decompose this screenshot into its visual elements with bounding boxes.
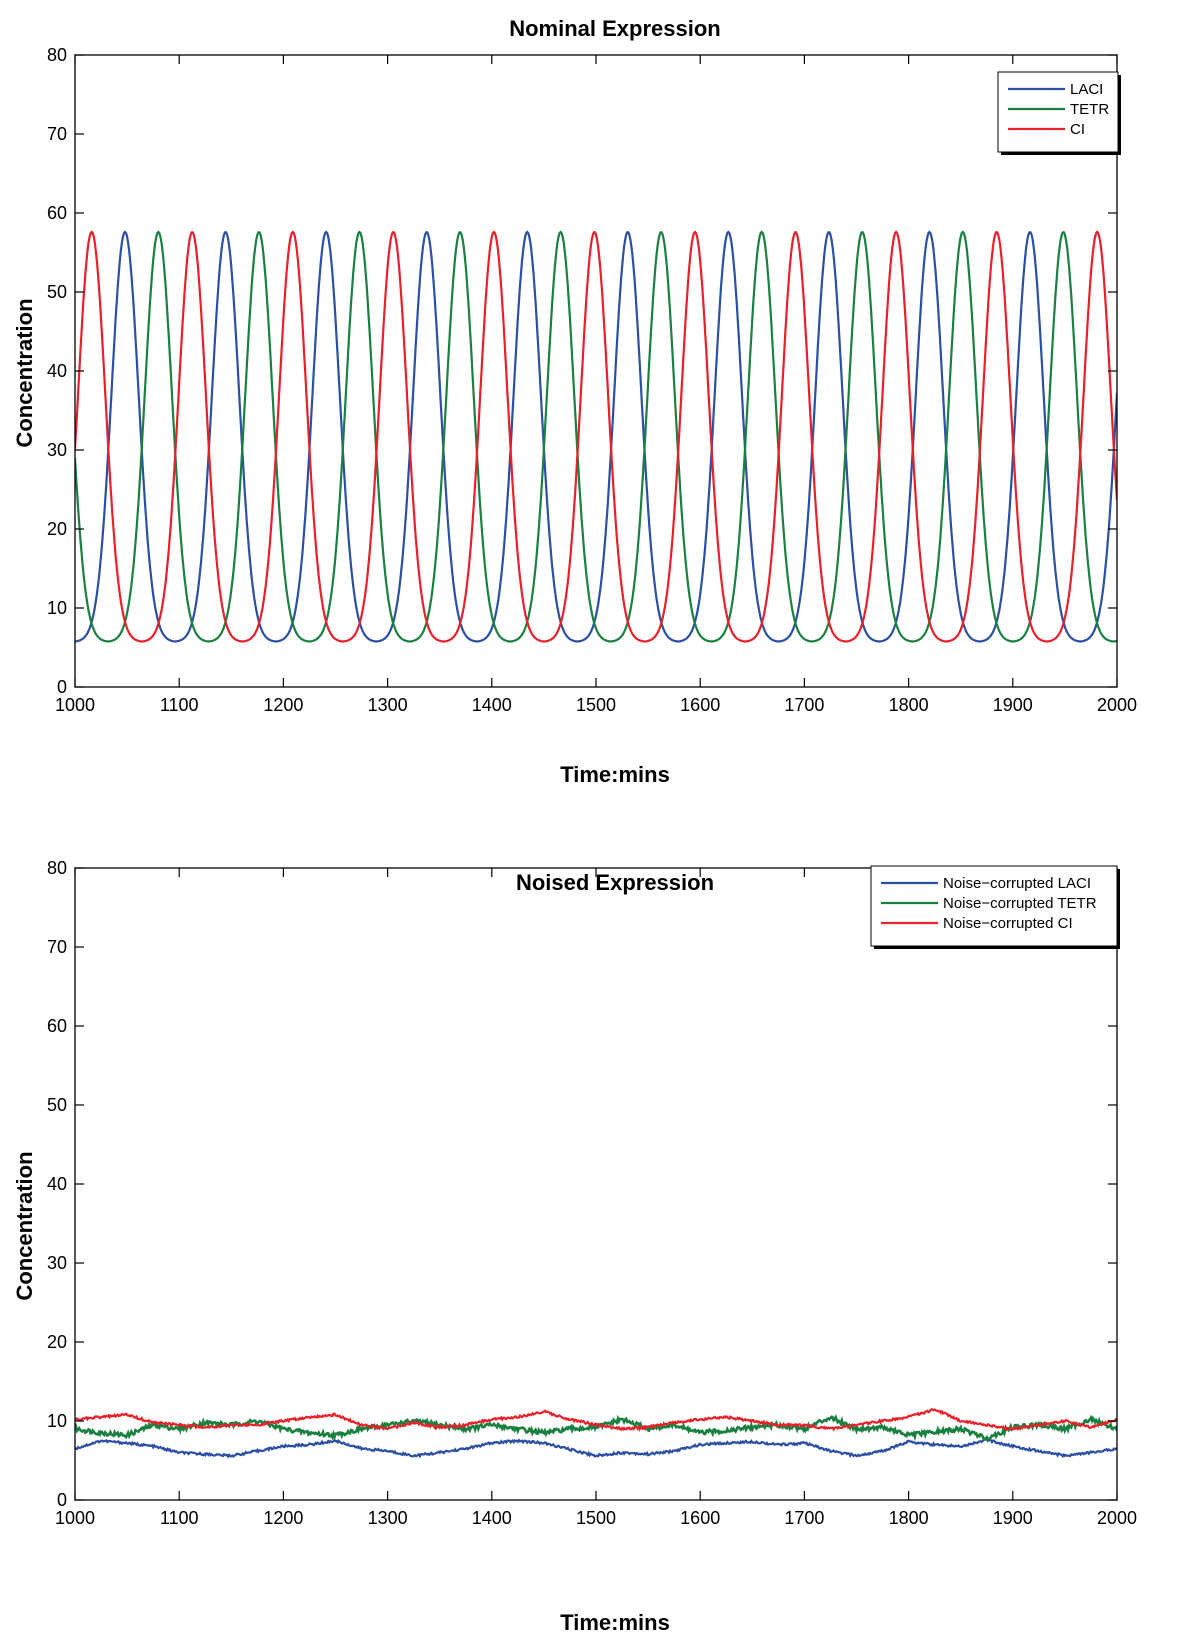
legend: Noise−corrupted LACI Noise−corrupted TETR… — [870, 865, 1120, 949]
series-line-0 — [75, 1438, 1117, 1459]
series-line-1 — [75, 1414, 1117, 1443]
legend: LACI TETR CI — [997, 71, 1121, 155]
x-tick-label: 1000 — [55, 695, 95, 715]
x-tick-label: 1000 — [55, 1508, 95, 1528]
y-tick-label: 50 — [47, 282, 67, 302]
y-tick-label: 60 — [47, 203, 67, 223]
x-tick-label: 1500 — [576, 695, 616, 715]
x-tick-label: 2000 — [1097, 1508, 1137, 1528]
x-tick-label: 1700 — [784, 1508, 824, 1528]
series-line-0 — [75, 230, 1117, 643]
y-tick-label: 30 — [47, 1253, 67, 1273]
x-tick-label: 1900 — [993, 1508, 1033, 1528]
legend-label: Noise−corrupted LACI — [943, 875, 1091, 892]
y-tick-label: 50 — [47, 1095, 67, 1115]
x-tick-label: 1200 — [263, 1508, 303, 1528]
x-axis-label: Time:mins — [560, 1610, 670, 1633]
x-tick-label: 1500 — [576, 1508, 616, 1528]
legend-label: LACI — [1070, 81, 1103, 98]
x-tick-label: 1100 — [160, 1508, 199, 1528]
y-tick-label: 20 — [47, 1332, 67, 1352]
y-tick-label: 20 — [47, 519, 67, 539]
x-tick-label: 1100 — [160, 695, 199, 715]
legend-label: CI — [1070, 121, 1085, 138]
y-tick-label: 10 — [47, 1411, 67, 1431]
x-tick-label: 2000 — [1097, 695, 1137, 715]
plot-area: 1000 1100 1200 1300 1400 1500 1600 1700 1800 1900… — [47, 45, 1137, 715]
legend-box — [870, 865, 1118, 947]
nominal-expression-chart: Nominal Expression Time:mins Concentrati… — [12, 16, 1137, 787]
legend-label: Noise−corrupted TETR — [943, 895, 1097, 912]
y-tick-label: 0 — [57, 1490, 67, 1510]
legend-label: TETR — [1070, 101, 1109, 118]
y-tick-label: 80 — [47, 45, 67, 65]
series-group — [75, 230, 1117, 643]
y-axis-label: Concentration — [12, 1151, 37, 1300]
series-line-2 — [75, 230, 1117, 643]
x-tick-label: 1700 — [784, 695, 824, 715]
plot-frame — [74, 867, 1118, 1501]
y-tick-label: 40 — [47, 1174, 67, 1194]
legend-box — [997, 71, 1119, 153]
y-tick-label: 70 — [47, 937, 67, 957]
x-tick-label: 1600 — [680, 1508, 720, 1528]
x-tick-label: 1300 — [368, 1508, 408, 1528]
chart-title: Noised Expression — [516, 870, 714, 895]
x-tick-label: 1900 — [993, 695, 1033, 715]
plot-area: 1000 1100 1200 1300 1400 1500 1600 1700 1800 1900… — [47, 858, 1137, 1528]
x-tick-label: 1400 — [472, 1508, 512, 1528]
y-tick-label: 40 — [47, 361, 67, 381]
x-tick-label: 1800 — [889, 1508, 929, 1528]
y-tick-label: 30 — [47, 440, 67, 460]
chart-title: Nominal Expression — [509, 16, 721, 41]
x-tick-label: 1400 — [472, 695, 512, 715]
y-axis-label: Concentration — [12, 298, 37, 447]
y-tick-label: 70 — [47, 124, 67, 144]
x-tick-label: 1200 — [263, 695, 303, 715]
x-tick-label: 1300 — [368, 695, 408, 715]
series-line-2 — [75, 1408, 1117, 1432]
x-tick-label: 1600 — [680, 695, 720, 715]
legend-label: Noise−corrupted CI — [943, 915, 1073, 932]
x-tick-label: 1800 — [889, 695, 929, 715]
series-group — [75, 1408, 1117, 1459]
y-tick-label: 10 — [47, 598, 67, 618]
x-axis-label: Time:mins — [560, 762, 670, 787]
noised-expression-chart: Noised Expression Time:mins Concentratio… — [12, 858, 1137, 1633]
y-tick-label: 60 — [47, 1016, 67, 1036]
y-tick-label: 0 — [57, 677, 67, 697]
series-line-1 — [75, 230, 1117, 643]
y-tick-label: 80 — [47, 858, 67, 878]
